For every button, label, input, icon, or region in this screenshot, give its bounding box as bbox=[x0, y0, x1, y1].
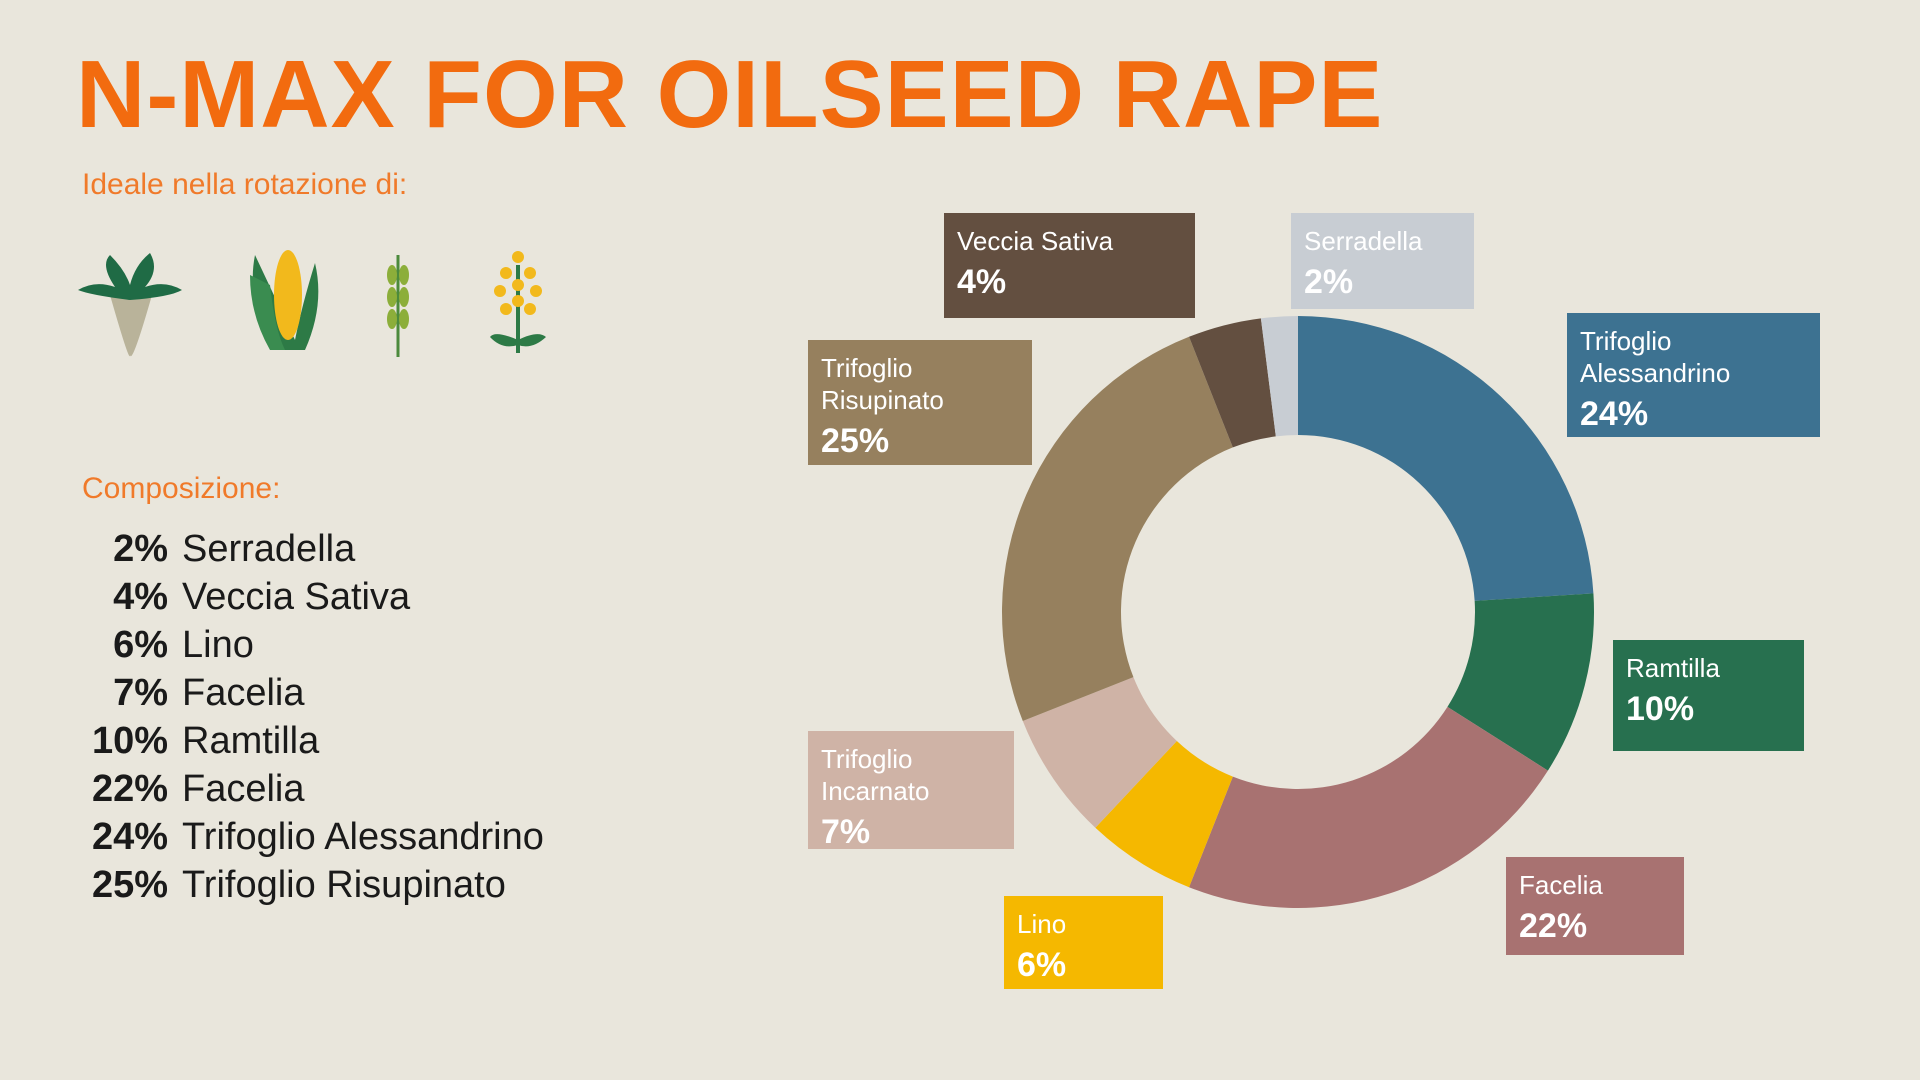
donut-segment bbox=[1002, 336, 1233, 721]
item-percent: 7% bbox=[113, 672, 168, 714]
item-percent: 6% bbox=[113, 624, 168, 666]
item-percent: 4% bbox=[113, 576, 168, 618]
item-percent: 25% bbox=[91, 864, 168, 906]
segment-value: 24% bbox=[1580, 395, 1649, 433]
item-name: Trifoglio Alessandrino bbox=[182, 816, 544, 858]
item-name: Facelia bbox=[182, 672, 305, 714]
segment-value: 25% bbox=[821, 422, 890, 460]
segment-label: Ramtilla 10% bbox=[1613, 640, 1804, 751]
donut-segment bbox=[1189, 318, 1276, 448]
title: N-MAX FOR OILSEED RAPE bbox=[76, 41, 1384, 148]
segment-value: 4% bbox=[957, 263, 1007, 301]
item-name: Facelia bbox=[182, 768, 305, 810]
item-percent: 24% bbox=[91, 816, 168, 858]
segment-label: Trifoglio Incarnato 7% bbox=[808, 731, 1014, 851]
item-percent: 22% bbox=[91, 768, 168, 810]
donut-segment bbox=[1022, 677, 1177, 828]
wheat-icon bbox=[387, 255, 409, 357]
segment-label: Facelia 22% bbox=[1506, 857, 1684, 955]
segment-value: 2% bbox=[1304, 263, 1354, 301]
segment-name: Ramtilla bbox=[1626, 653, 1720, 683]
segment-value: 7% bbox=[821, 813, 871, 851]
donut-segment bbox=[1189, 706, 1548, 908]
segment-name: Veccia Sativa bbox=[957, 226, 1114, 256]
segment-name: Trifoglio Incarnato bbox=[821, 744, 930, 806]
item-name: Trifoglio Risupinato bbox=[182, 864, 506, 906]
segment-name: Serradella bbox=[1304, 226, 1423, 256]
donut-segment bbox=[1298, 316, 1594, 601]
item-name: Veccia Sativa bbox=[182, 576, 411, 618]
segment-value: 10% bbox=[1626, 690, 1695, 728]
segment-label: Veccia Sativa 4% bbox=[944, 213, 1195, 318]
item-percent: 10% bbox=[91, 720, 168, 762]
corn-icon bbox=[250, 250, 319, 350]
rapeseed-icon bbox=[490, 251, 546, 353]
composition-list: 2% Serradella 4% Veccia Sativa 6% Lino 7% Facel… bbox=[76, 528, 544, 907]
segment-label: Serradella 2% bbox=[1291, 213, 1474, 309]
segment-value: 6% bbox=[1017, 946, 1067, 984]
segment-name: Facelia bbox=[1519, 870, 1603, 900]
item-name: Lino bbox=[182, 624, 254, 666]
rotation-label: Ideale nella rotazione di: bbox=[82, 168, 408, 201]
donut-segment bbox=[1447, 593, 1594, 771]
segment-label: Trifoglio Risupinato 25% bbox=[808, 340, 1032, 465]
segment-name: Trifoglio Alessandrino bbox=[1580, 326, 1731, 388]
segment-name: Lino bbox=[1017, 909, 1067, 939]
item-percent: 2% bbox=[113, 528, 168, 570]
segment-label: Trifoglio Alessandrino 24% bbox=[1567, 313, 1820, 437]
segment-value: 22% bbox=[1519, 907, 1588, 945]
donut-segment bbox=[1260, 316, 1298, 437]
item-name: Serradella bbox=[182, 528, 356, 570]
segment-name: Trifoglio Risupinato bbox=[821, 353, 944, 415]
composition-heading: Composizione: bbox=[82, 472, 281, 505]
donut-segment bbox=[1095, 741, 1233, 888]
item-name: Ramtilla bbox=[182, 720, 320, 762]
segment-label: Lino 6% bbox=[1004, 896, 1163, 989]
beet-icon bbox=[78, 253, 182, 357]
crop-icons bbox=[78, 250, 546, 357]
